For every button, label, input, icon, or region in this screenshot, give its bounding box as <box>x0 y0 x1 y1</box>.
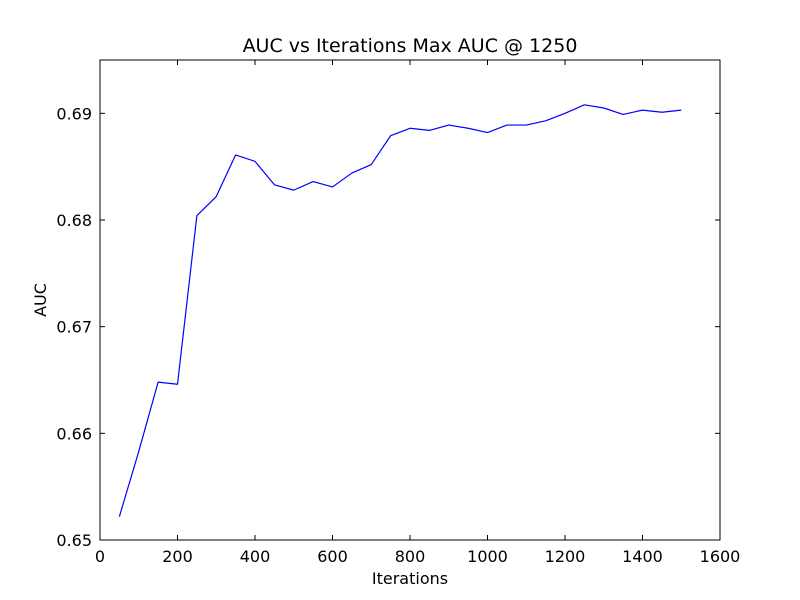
y-tick-label: 0.65 <box>56 531 92 550</box>
y-tick-label: 0.68 <box>56 211 92 230</box>
y-tick-label: 0.67 <box>56 318 92 337</box>
x-tick-label: 800 <box>395 547 426 566</box>
y-tick-label: 0.66 <box>56 424 92 443</box>
y-tick-label: 0.69 <box>56 104 92 123</box>
x-tick-label: 200 <box>162 547 193 566</box>
x-tick-label: 1200 <box>545 547 586 566</box>
y-axis-label: AUC <box>31 283 50 317</box>
series-line <box>118 104 682 517</box>
x-tick-label: 1600 <box>700 547 741 566</box>
x-tick-label: 0 <box>95 547 105 566</box>
plot-area-frame <box>99 59 721 541</box>
x-tick-label: 1400 <box>622 547 663 566</box>
series-layer <box>118 104 682 517</box>
x-tick-label: 600 <box>317 547 348 566</box>
y-axis-ticks: 0.65 0.66 0.67 0.68 0.69 <box>56 104 720 550</box>
x-tick-label: 400 <box>240 547 271 566</box>
x-axis-ticks: 0 200 400 600 800 1000 1200 1400 1600 <box>95 60 740 566</box>
x-tick-label: 1000 <box>467 547 508 566</box>
chart-title: AUC vs Iterations Max AUC @ 1250 <box>243 35 578 57</box>
x-axis-label: Iterations <box>372 569 448 588</box>
